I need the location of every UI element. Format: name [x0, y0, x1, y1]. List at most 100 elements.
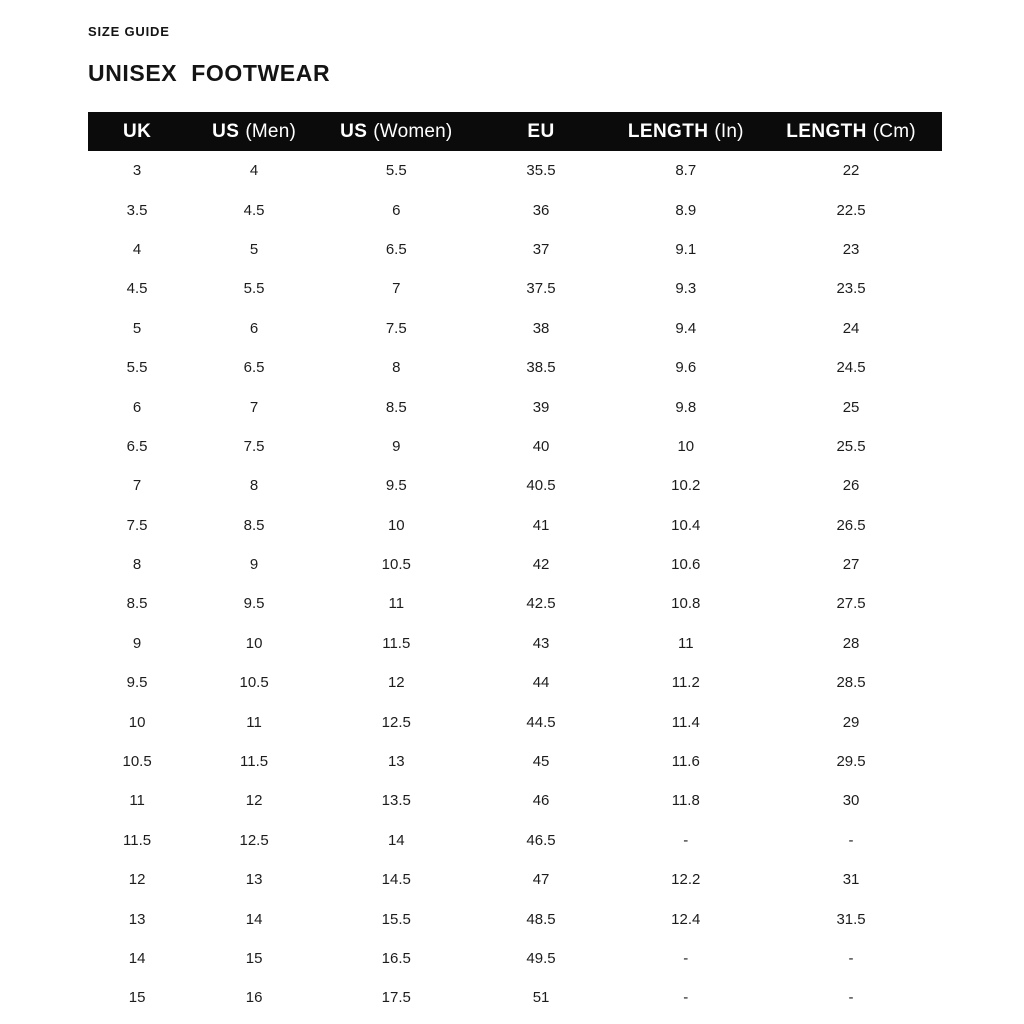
- size-cell: 10.5: [239, 674, 269, 692]
- size-cell: 10: [245, 634, 263, 652]
- size-table-header: UK US (Men) US (Women) EU LENGTH (In) LENGT…: [88, 112, 942, 151]
- size-cell: 37: [532, 240, 550, 258]
- size-cell: 9.5: [126, 674, 148, 692]
- size-cell: -: [848, 950, 854, 967]
- size-cell: 10.4: [671, 516, 701, 534]
- size-cell: 7: [392, 280, 401, 298]
- size-cell: 43: [532, 634, 550, 652]
- size-cell: 11.5: [240, 753, 269, 771]
- size-cell: 48.5: [526, 910, 556, 928]
- size-cell: 11: [129, 792, 145, 810]
- size-cell: 14: [128, 950, 146, 967]
- size-cell: 10: [677, 437, 695, 455]
- size-cell: 9.1: [675, 240, 697, 258]
- size-cell: 11: [246, 713, 262, 731]
- table-row: 7.5 8.5 10 41 10.4 26.5: [88, 506, 942, 545]
- size-guide-label: SIZE GUIDE: [88, 24, 170, 39]
- size-cell: 8.5: [385, 398, 407, 416]
- size-cell: 9.4: [675, 319, 697, 337]
- col-header-uk: UK: [88, 112, 186, 151]
- size-cell: 22.5: [836, 201, 866, 219]
- size-cell: 12.4: [671, 910, 701, 928]
- size-cell: 5.5: [126, 359, 148, 377]
- size-cell: 3.5: [126, 201, 148, 219]
- size-cell: 8: [392, 359, 401, 377]
- col-header-us-men: US (Men): [186, 112, 322, 151]
- col-header-length-cm-sublabel: (Cm): [872, 120, 916, 142]
- size-cell: 13: [387, 753, 405, 771]
- size-cell: 42: [532, 556, 550, 574]
- size-cell: 14: [245, 910, 263, 928]
- col-header-length-in-sublabel: (In): [714, 120, 744, 142]
- size-cell: 45: [532, 753, 550, 771]
- size-cell: 35.5: [526, 162, 556, 180]
- size-cell: 31.5: [836, 910, 866, 928]
- size-cell: 3: [132, 162, 142, 180]
- size-cell: 7.5: [385, 319, 407, 337]
- size-cell: 6.5: [126, 437, 148, 455]
- size-cell: 29: [842, 713, 860, 731]
- size-cell: 44: [532, 674, 550, 692]
- size-cell: 4: [132, 240, 142, 258]
- size-cell: 12.2: [671, 871, 701, 889]
- size-cell: 27.5: [836, 595, 866, 613]
- size-cell: 6.5: [385, 240, 407, 258]
- size-cell: 17.5: [381, 989, 411, 1007]
- size-cell: 15: [128, 989, 146, 1007]
- size-cell: 6: [249, 319, 259, 337]
- table-row: 10.5 11.5 13 45 11.6 29.5: [88, 742, 942, 781]
- size-cell: 8.7: [675, 162, 697, 180]
- size-cell: 26.5: [836, 516, 866, 534]
- size-cell: 16: [245, 989, 263, 1007]
- size-cell: 10.5: [381, 556, 411, 574]
- table-row: 4.5 5.5 7 37.5 9.3 23.5: [88, 269, 942, 308]
- size-cell: 12.5: [381, 713, 411, 731]
- size-cell: 23.5: [836, 280, 866, 298]
- size-cell: 11.2: [671, 674, 700, 692]
- size-cell: 27: [842, 556, 860, 574]
- size-cell: 8.5: [243, 516, 265, 534]
- size-table: UK US (Men) US (Women) EU LENGTH (In) LENGT…: [88, 112, 942, 1018]
- size-cell: 24: [842, 319, 860, 337]
- col-header-us-men-sublabel: (Men): [245, 120, 296, 142]
- size-cell: 11.5: [382, 634, 411, 652]
- size-cell: 12: [245, 792, 263, 810]
- size-cell: 12: [387, 674, 405, 692]
- size-cell: 7: [132, 477, 142, 495]
- size-cell: 46.5: [526, 831, 556, 849]
- size-cell: 13: [128, 910, 146, 928]
- size-cell: 47: [532, 871, 550, 889]
- col-header-length-cm-label: LENGTH: [786, 120, 867, 142]
- size-cell: 13.5: [381, 792, 411, 810]
- size-cell: 11: [388, 595, 405, 613]
- size-cell: 40.5: [526, 477, 556, 495]
- size-cell: -: [683, 989, 689, 1007]
- col-header-us-women-sublabel: (Women): [373, 120, 453, 142]
- size-cell: 24.5: [836, 359, 866, 377]
- col-header-us-women-label: US: [340, 120, 368, 142]
- size-cell: 25.5: [836, 437, 866, 455]
- size-cell: 26: [842, 477, 860, 495]
- size-cell: 14.5: [381, 871, 411, 889]
- size-cell: 4.5: [126, 280, 148, 298]
- col-header-length-in-label: LENGTH: [627, 120, 709, 142]
- table-row: 13 14 15.5 48.5 12.4 31.5: [88, 899, 942, 938]
- size-cell: 6.5: [243, 359, 265, 377]
- size-cell: 29.5: [836, 753, 866, 771]
- size-cell: -: [683, 950, 689, 967]
- table-row: 11 12 13.5 46 11.8 30: [88, 781, 942, 820]
- size-cell: 30: [842, 792, 860, 810]
- size-cell: 7.5: [243, 437, 265, 455]
- col-header-length-in: LENGTH (In): [611, 112, 760, 151]
- size-cell: 42.5: [526, 595, 556, 613]
- size-cell: 10.6: [671, 556, 701, 574]
- size-cell: 11.4: [671, 713, 700, 731]
- size-cell: 9.3: [675, 280, 697, 298]
- col-header-length-cm: LENGTH (Cm): [760, 112, 942, 151]
- size-cell: 11.6: [671, 753, 700, 771]
- size-cell: 8.9: [675, 201, 697, 219]
- size-cell: 9.5: [243, 595, 265, 613]
- table-row: 14 15 16.5 49.5 - -: [88, 939, 942, 978]
- col-header-uk-label: UK: [122, 120, 152, 142]
